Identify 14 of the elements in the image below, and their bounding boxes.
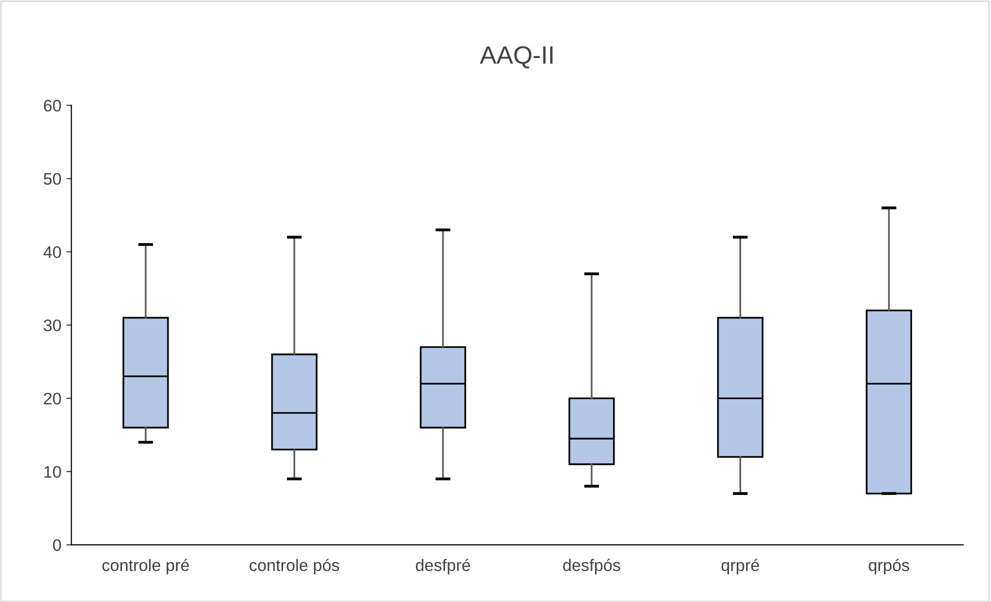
y-tick-label: 0 (53, 539, 61, 552)
x-tick-label: desfpré (416, 558, 470, 574)
x-tick-label: controle pós (250, 558, 340, 574)
y-tick-label: 10 (44, 466, 61, 478)
x-tick-label: qrpré (722, 558, 759, 574)
y-tick-label: 30 (44, 319, 61, 332)
y-tick-label: 50 (44, 172, 61, 185)
chart-title: AAQ-II (480, 46, 553, 68)
x-tick-label: desfpós (563, 558, 620, 574)
x-tick-label: controle pré (102, 558, 189, 574)
x-tick-label: qrpós (868, 558, 910, 574)
y-tick-label: 40 (43, 246, 61, 258)
y-tick-label: 60 (44, 100, 61, 112)
y-tick-label: 20 (44, 392, 61, 405)
